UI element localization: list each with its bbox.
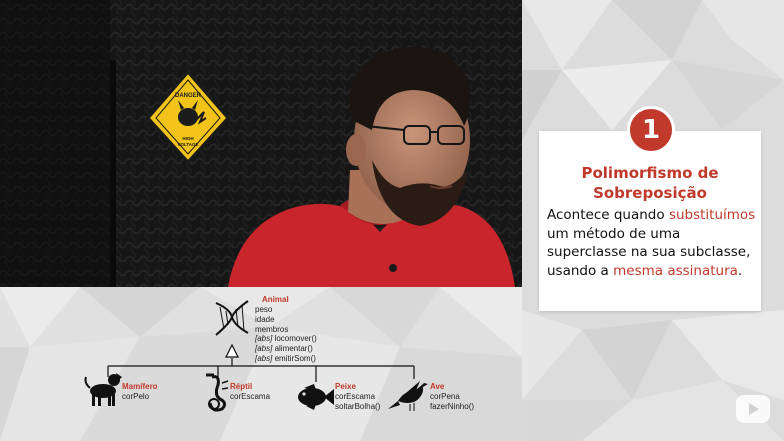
subclass-peixe-member-1: corEscama <box>335 392 376 401</box>
seahorse-icon <box>206 373 229 412</box>
video-feed[interactable]: DANGER HIGH VOLTAGE <box>0 0 522 287</box>
method-alimentar: [abs] alimentar() <box>255 344 313 354</box>
card-title: Polimorfismo de Sobreposição <box>539 163 761 203</box>
subclass-reptil-member: corEscama <box>230 392 271 401</box>
bird-icon <box>388 381 428 411</box>
subclass-peixe-name: Peixe <box>335 382 356 391</box>
highlight-mesma-assinatura: mesma assinatura <box>613 262 738 279</box>
inheritance-arrow-icon <box>225 343 239 358</box>
method-emitirsom: [abs] emitirSom() <box>255 353 316 363</box>
sign-bottom-text-1: HIGH <box>182 136 193 141</box>
concept-card <box>539 131 761 311</box>
danger-sign: DANGER HIGH VOLTAGE <box>145 69 231 165</box>
class-diagram: Animal peso idade membros [abs] locomove… <box>0 287 522 441</box>
dna-icon <box>215 300 249 336</box>
presenter <box>228 46 515 287</box>
subclass-ave-name: Ave <box>430 382 445 391</box>
sign-top-text: DANGER <box>175 93 202 99</box>
subclass-ave-member-1: corPena <box>430 392 460 401</box>
subclass-mamifero-name: Mamífero <box>122 382 158 391</box>
glasses <box>365 125 465 145</box>
subclass-reptil-name: Réptil <box>230 382 253 391</box>
superclass-members: peso idade membros [abs] locomover() [ab… <box>255 305 317 364</box>
attribute-peso: peso <box>255 305 273 314</box>
sign-bottom-text-2: VOLTAGE <box>177 142 198 147</box>
number-badge: 1 <box>627 106 675 154</box>
attribute-idade: idade <box>255 314 275 324</box>
attribute-membros: membros <box>255 324 289 334</box>
superclass-name: Animal <box>262 295 289 304</box>
card-body: Acontece quando substituímos um método d… <box>547 207 756 279</box>
method-locomover: [abs] locomover() <box>255 334 317 344</box>
card-title-line-1: Polimorfismo de <box>581 164 719 182</box>
subclass-peixe-member-2: soltarBolha() <box>335 402 381 411</box>
subclass-mamifero-member: corPelo <box>122 392 150 401</box>
card-title-line-2: Sobreposição <box>593 184 707 202</box>
dog-icon <box>84 373 122 406</box>
subclass-ave-member-2: fazerNinho() <box>430 402 475 411</box>
play-logo-icon[interactable] <box>736 395 770 423</box>
highlight-substituimos: substituímos <box>668 207 756 223</box>
fish-icon <box>298 384 334 410</box>
